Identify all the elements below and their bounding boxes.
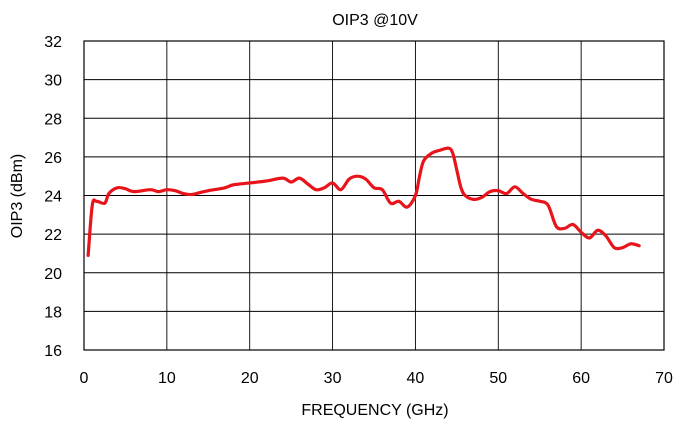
y-tick-label: 24 xyxy=(44,189,62,206)
y-tick-label: 18 xyxy=(44,304,62,321)
x-tick-label: 40 xyxy=(407,370,425,387)
x-tick-label: 20 xyxy=(241,370,259,387)
y-axis-ticks: 16 18 20 22 24 26 28 30 32 xyxy=(44,34,62,360)
y-tick-label: 32 xyxy=(44,34,62,51)
x-tick-label: 70 xyxy=(655,370,673,387)
x-tick-label: 60 xyxy=(572,370,590,387)
x-tick-label: 30 xyxy=(324,370,342,387)
x-tick-label: 0 xyxy=(80,370,89,387)
oip3-series-line xyxy=(86,146,641,257)
y-tick-label: 26 xyxy=(44,150,62,167)
chart-title: OIP3 @10V xyxy=(332,12,418,29)
series-layer xyxy=(86,146,641,257)
x-tick-label: 10 xyxy=(158,370,176,387)
y-tick-label: 16 xyxy=(44,343,62,360)
y-tick-label: 22 xyxy=(44,227,62,244)
y-axis-label: OIP3 (dBm) xyxy=(9,154,26,238)
y-tick-label: 28 xyxy=(44,111,62,128)
y-tick-label: 30 xyxy=(44,73,62,90)
plot-frame xyxy=(83,40,665,351)
y-tick-label: 20 xyxy=(44,266,62,283)
x-axis-label: FREQUENCY (GHz) xyxy=(301,402,448,419)
x-tick-label: 50 xyxy=(489,370,507,387)
x-axis-ticks: 0 10 20 30 40 50 60 70 xyxy=(80,370,673,387)
